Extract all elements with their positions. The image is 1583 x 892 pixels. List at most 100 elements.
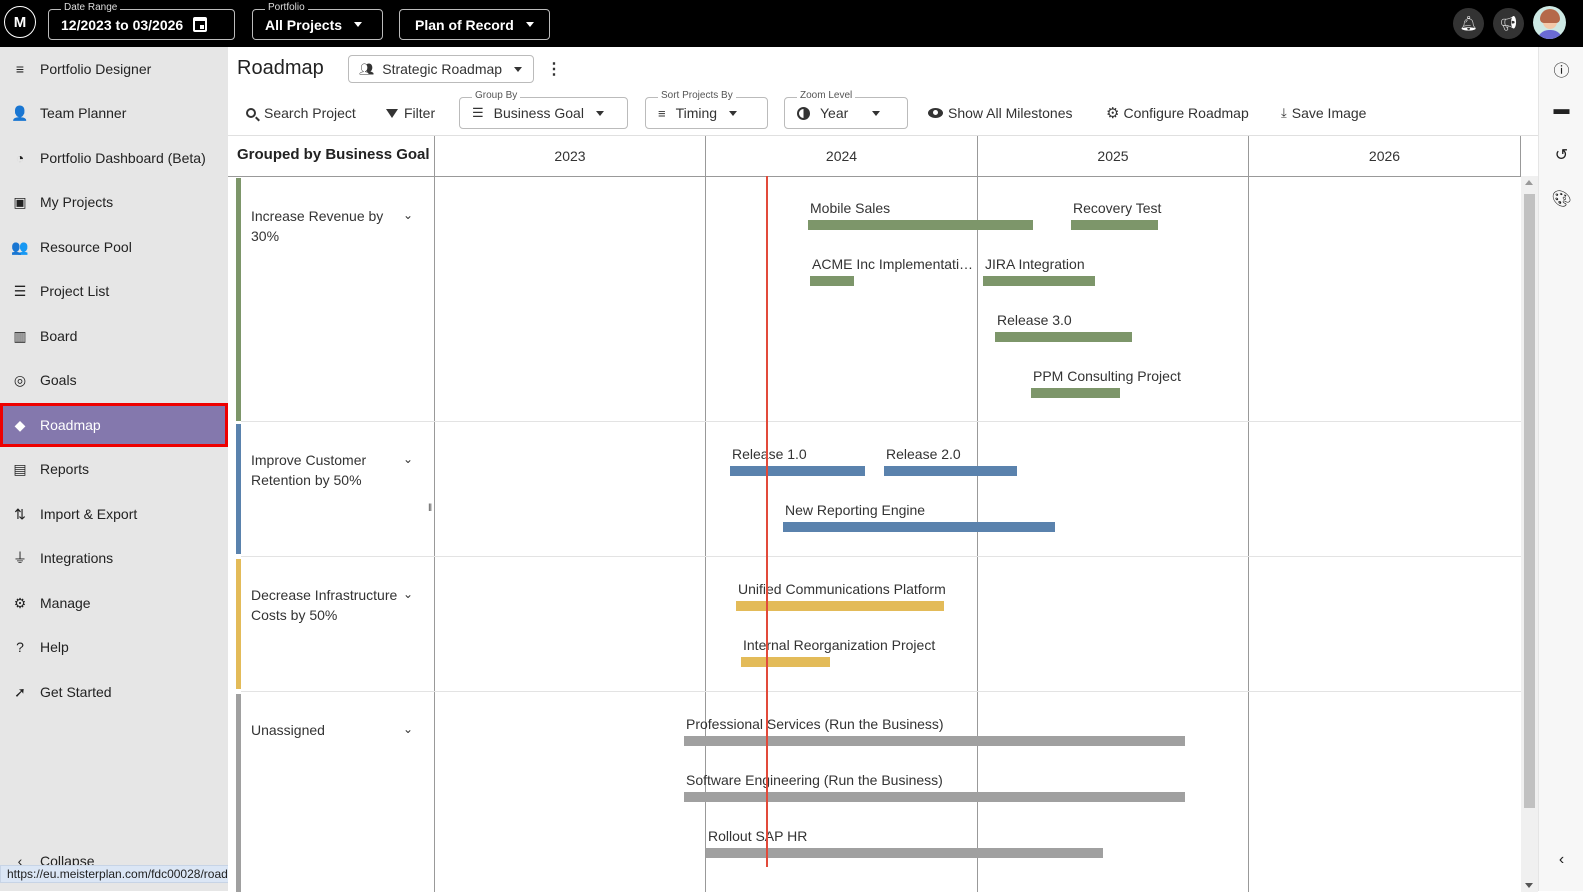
search-project-label: Search Project — [264, 105, 356, 121]
target-icon: ◎ — [13, 371, 27, 388]
show-all-milestones-button[interactable]: Show All Milestones — [928, 103, 1073, 123]
project-bar[interactable] — [884, 466, 1017, 476]
grid-line — [705, 176, 706, 892]
chevron-down-icon[interactable]: ⌄ — [403, 208, 414, 222]
portfolio-label: Portfolio — [265, 2, 308, 13]
sidebar-item-roadmap[interactable]: ◆ Roadmap — [0, 403, 228, 447]
project-label[interactable]: Rollout SAP HR — [708, 828, 808, 844]
project-bar[interactable] — [1031, 388, 1120, 398]
filter-icon — [386, 108, 398, 118]
palette-icon[interactable]: 🎨︎ — [1551, 191, 1572, 208]
project-bar[interactable] — [983, 276, 1095, 286]
group-by-select[interactable]: Group By ☰ Business Goal — [459, 90, 628, 129]
list-icon: ☰ — [13, 282, 27, 299]
project-label[interactable]: Release 3.0 — [997, 312, 1072, 328]
project-label[interactable]: ACME Inc Implementati… — [812, 256, 974, 272]
sidebar-item-get-started[interactable]: ➚ Get Started — [0, 670, 228, 714]
zoom-level-label: Zoom Level — [797, 90, 856, 101]
sidebar-item-portfolio-dashboard[interactable]: ◔ Portfolio Dashboard (Beta) — [0, 136, 228, 180]
bell-icon[interactable]: 🔔︎ — [1453, 8, 1484, 39]
scroll-up-icon[interactable] — [1525, 180, 1533, 185]
project-label[interactable]: JIRA Integration — [985, 256, 1085, 272]
project-label[interactable]: PPM Consulting Project — [1033, 368, 1181, 384]
project-bar[interactable] — [684, 792, 1185, 802]
chevron-down-icon[interactable]: ⌄ — [403, 722, 414, 736]
sidebar-item-portfolio-designer[interactable]: ≡ Portfolio Designer — [0, 47, 228, 91]
more-options-icon[interactable]: ⋮ — [546, 61, 562, 78]
app-logo[interactable]: M — [4, 6, 36, 38]
project-bar[interactable] — [684, 736, 1185, 746]
project-label[interactable]: Release 1.0 — [732, 446, 807, 462]
roadmap-grid: Grouped by Business Goal 2023 2024 2025 … — [228, 135, 1538, 892]
sidebar-item-integrations[interactable]: ⏚ Integrations — [0, 536, 228, 580]
megaphone-icon[interactable]: 📢︎ — [1493, 8, 1524, 39]
date-range-label: Date Range — [61, 2, 121, 13]
year-header: 2023 — [434, 136, 705, 176]
sidebar-item-manage[interactable]: ⚙ Manage — [0, 581, 228, 625]
sidebar-item-my-projects[interactable]: ▣ My Projects — [0, 180, 228, 224]
sidebar-item-resource-pool[interactable]: 👥 Resource Pool — [0, 225, 228, 269]
group-name: Improve Customer Retention by 50% — [251, 452, 367, 488]
project-bar[interactable] — [1071, 220, 1158, 230]
sidebar-item-reports[interactable]: ▤ Reports — [0, 447, 228, 491]
people-icon: 👥︎ — [359, 62, 375, 76]
project-label[interactable]: Recovery Test — [1073, 200, 1162, 216]
sidebar-item-goals[interactable]: ◎ Goals — [0, 358, 228, 402]
sidebar-item-label: Manage — [40, 595, 91, 611]
collapse-panel-icon[interactable]: ‹ — [1558, 851, 1565, 868]
sidebar: ≡ Portfolio Designer 👤 Team Planner ◔ Portf… — [0, 47, 228, 891]
sidebar-item-label: Goals — [40, 372, 77, 388]
project-label[interactable]: Software Engineering (Run the Business) — [686, 772, 943, 788]
configure-roadmap-button[interactable]: ⚙ Configure Roadmap — [1106, 103, 1249, 123]
project-bar[interactable] — [995, 332, 1132, 342]
project-label[interactable]: New Reporting Engine — [785, 502, 926, 518]
project-label[interactable]: Mobile Sales — [810, 200, 891, 216]
portfolio-designer-icon: ≡ — [15, 61, 25, 77]
portfolio-selector[interactable]: Portfolio All Projects — [252, 2, 383, 40]
sort-by-select[interactable]: Sort Projects By ≡ Timing — [645, 90, 768, 129]
chevron-down-icon[interactable]: ⌄ — [403, 587, 414, 601]
project-label[interactable]: Release 2.0 — [886, 446, 961, 462]
chevron-down-icon — [729, 110, 738, 116]
project-label[interactable]: Professional Services (Run the Business) — [686, 716, 944, 732]
comments-icon[interactable]: ▬ — [1553, 101, 1570, 118]
scenario-selector[interactable]: Plan of Record — [399, 9, 550, 40]
sidebar-item-label: Reports — [40, 461, 90, 477]
sidebar-item-label: Integrations — [40, 550, 114, 566]
vertical-scrollbar[interactable] — [1521, 176, 1538, 892]
sidebar-item-project-list[interactable]: ☰ Project List — [0, 269, 228, 313]
sort-by-value: Timing — [675, 105, 718, 121]
view-selector[interactable]: 👥︎ Strategic Roadmap — [348, 55, 534, 83]
project-bar[interactable] — [741, 657, 830, 667]
project-bar[interactable] — [808, 220, 1033, 230]
project-label[interactable]: Unified Communications Platform — [738, 581, 946, 597]
project-bar[interactable] — [730, 466, 865, 476]
filter-button[interactable]: Filter — [386, 103, 435, 123]
zoom-level-select[interactable]: Zoom Level Year — [784, 90, 908, 129]
group-color-bar — [236, 694, 241, 892]
search-project-button[interactable]: Search Project — [246, 103, 356, 123]
sidebar-item-board[interactable]: ▥ Board — [0, 314, 228, 358]
scroll-thumb[interactable] — [1524, 194, 1535, 808]
sidebar-item-help[interactable]: ? Help — [0, 625, 228, 669]
history-icon[interactable]: ↺ — [1554, 147, 1569, 164]
year-header: 2024 — [705, 136, 977, 176]
scroll-down-icon[interactable] — [1525, 883, 1533, 888]
header-divider — [228, 176, 1521, 177]
group-divider — [241, 556, 1521, 557]
sort-by-label: Sort Projects By — [658, 90, 736, 101]
project-bar[interactable] — [706, 848, 1103, 858]
sidebar-item-team-planner[interactable]: 👤 Team Planner — [0, 91, 228, 135]
sidebar-item-import-export[interactable]: ⇅ Import & Export — [0, 492, 228, 536]
project-label[interactable]: Internal Reorganization Project — [743, 637, 936, 653]
chevron-down-icon[interactable]: ⌄ — [403, 452, 414, 466]
board-columns-icon: ▥ — [13, 327, 27, 344]
project-bar[interactable] — [810, 276, 854, 286]
project-bar[interactable] — [736, 601, 944, 611]
info-icon[interactable]: ⓘ — [1553, 63, 1570, 80]
panel-resize-handle[interactable]: ‖ — [428, 503, 433, 514]
project-bar[interactable] — [783, 522, 1055, 532]
date-range-picker[interactable]: Date Range 12/2023 to 03/2026 — [48, 2, 235, 40]
save-image-button[interactable]: ⤓ Save Image — [1281, 103, 1366, 123]
avatar[interactable] — [1533, 6, 1566, 39]
